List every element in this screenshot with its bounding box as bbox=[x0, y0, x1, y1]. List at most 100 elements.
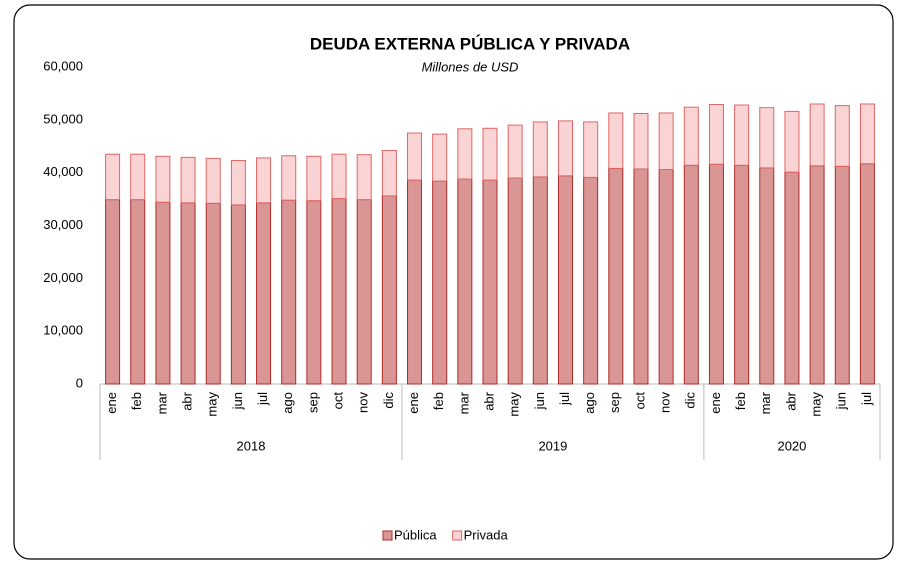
bar-segment bbox=[809, 103, 825, 167]
bar-segment bbox=[306, 155, 322, 202]
bar-segment bbox=[130, 153, 146, 201]
bar-segment bbox=[482, 127, 498, 181]
bar-segment bbox=[432, 133, 448, 182]
bar-segment bbox=[859, 163, 875, 385]
bar-segment bbox=[256, 157, 272, 204]
x-tick-label: may bbox=[507, 392, 522, 417]
bar-segment bbox=[834, 105, 850, 167]
x-tick-label: dic bbox=[381, 392, 396, 409]
x-tick-label: nov bbox=[658, 392, 673, 413]
bar-segment bbox=[331, 198, 347, 385]
bar-segment bbox=[281, 155, 297, 201]
bar-segment bbox=[557, 175, 573, 385]
legend-swatch bbox=[382, 530, 393, 541]
bar-segment bbox=[583, 121, 599, 178]
chart-title: DEUDA EXTERNA PÚBLICA Y PRIVADA bbox=[310, 34, 630, 53]
bar-segment bbox=[407, 132, 423, 181]
bar-segment bbox=[381, 149, 397, 197]
bar-segment bbox=[381, 195, 397, 385]
bar-segment bbox=[859, 103, 875, 165]
x-tick-label: mar bbox=[154, 391, 169, 414]
y-tick-label: 60,000 bbox=[43, 58, 83, 73]
y-tick-label: 30,000 bbox=[43, 217, 83, 232]
x-tick-label: jun bbox=[834, 392, 849, 410]
bar-segment bbox=[734, 164, 750, 385]
bar-segment bbox=[507, 177, 523, 385]
legend-label: Pública bbox=[394, 527, 437, 542]
bar-segment bbox=[256, 202, 272, 385]
x-tick-label: jun bbox=[532, 392, 547, 410]
bar-segment bbox=[105, 199, 121, 385]
bar-segment bbox=[683, 164, 699, 385]
x-tick-label: dic bbox=[683, 392, 698, 409]
bar-segment bbox=[583, 176, 599, 385]
bar-segment bbox=[532, 121, 548, 178]
x-tick-label: oct bbox=[632, 392, 647, 410]
x-tick-label: jul bbox=[255, 392, 270, 406]
bar-segment bbox=[356, 199, 372, 385]
x-tick-label: jul bbox=[557, 392, 572, 406]
bar-segment bbox=[407, 179, 423, 385]
bar-segment bbox=[457, 128, 473, 180]
x-tick-label: mar bbox=[758, 391, 773, 414]
x-tick-label: mar bbox=[456, 391, 471, 414]
x-tick-label: ene bbox=[406, 392, 421, 414]
bar-segment bbox=[180, 156, 196, 204]
bar-segment bbox=[130, 199, 146, 385]
x-tick-label: feb bbox=[431, 392, 446, 410]
bar-segment bbox=[331, 153, 347, 200]
x-tick-label: sep bbox=[607, 392, 622, 413]
bar-segment bbox=[532, 176, 548, 385]
bar-segment bbox=[230, 160, 246, 206]
bar-segment bbox=[482, 179, 498, 385]
x-tick-label: may bbox=[809, 392, 824, 417]
x-tick-label: jul bbox=[859, 392, 874, 406]
x-tick-label: may bbox=[205, 392, 220, 417]
bar-segment bbox=[155, 201, 171, 385]
x-tick-label: ene bbox=[104, 392, 119, 414]
y-tick-label: 10,000 bbox=[43, 323, 83, 338]
bar-segment bbox=[457, 178, 473, 385]
bar-segment bbox=[230, 204, 246, 385]
bar-segment bbox=[507, 124, 523, 179]
bar-segment bbox=[658, 112, 674, 170]
bar-segment bbox=[205, 157, 221, 204]
x-tick-label: abr bbox=[180, 391, 195, 410]
x-tick-label: ago bbox=[582, 392, 597, 414]
bar-segment bbox=[633, 112, 649, 170]
chart-subtitle: Millones de USD bbox=[422, 59, 519, 74]
bar-segment bbox=[155, 155, 171, 203]
x-tick-label: abr bbox=[783, 391, 798, 410]
x-tick-label: feb bbox=[733, 392, 748, 410]
bar-segment bbox=[608, 112, 624, 169]
bar-segment bbox=[683, 106, 699, 166]
x-tick-label: jun bbox=[230, 392, 245, 410]
bar-segment bbox=[809, 165, 825, 385]
x-tick-label: ene bbox=[708, 392, 723, 414]
bar-segment bbox=[356, 154, 372, 201]
bar-segment bbox=[557, 120, 573, 177]
y-tick-label: 0 bbox=[76, 375, 83, 390]
bar-segment bbox=[281, 199, 297, 385]
bar-segment bbox=[708, 104, 724, 165]
bar-segment bbox=[205, 202, 221, 385]
y-tick-label: 50,000 bbox=[43, 111, 83, 126]
bar-segment bbox=[834, 165, 850, 385]
bar-segment bbox=[432, 180, 448, 385]
bar-segment bbox=[306, 200, 322, 385]
bar-segment bbox=[734, 104, 750, 166]
legend-swatch bbox=[452, 530, 463, 541]
x-tick-label: nov bbox=[356, 392, 371, 413]
x-tick-label: feb bbox=[129, 392, 144, 410]
bar-segment bbox=[708, 163, 724, 385]
bar-segment bbox=[759, 107, 775, 169]
bar-segment bbox=[105, 153, 121, 201]
x-tick-label: abr bbox=[481, 391, 496, 410]
y-tick-label: 40,000 bbox=[43, 164, 83, 179]
bar-segment bbox=[784, 110, 800, 173]
bar-segment bbox=[784, 171, 800, 385]
bar-segment bbox=[658, 168, 674, 385]
x-tick-label: sep bbox=[305, 392, 320, 413]
x-tick-label: oct bbox=[330, 392, 345, 410]
